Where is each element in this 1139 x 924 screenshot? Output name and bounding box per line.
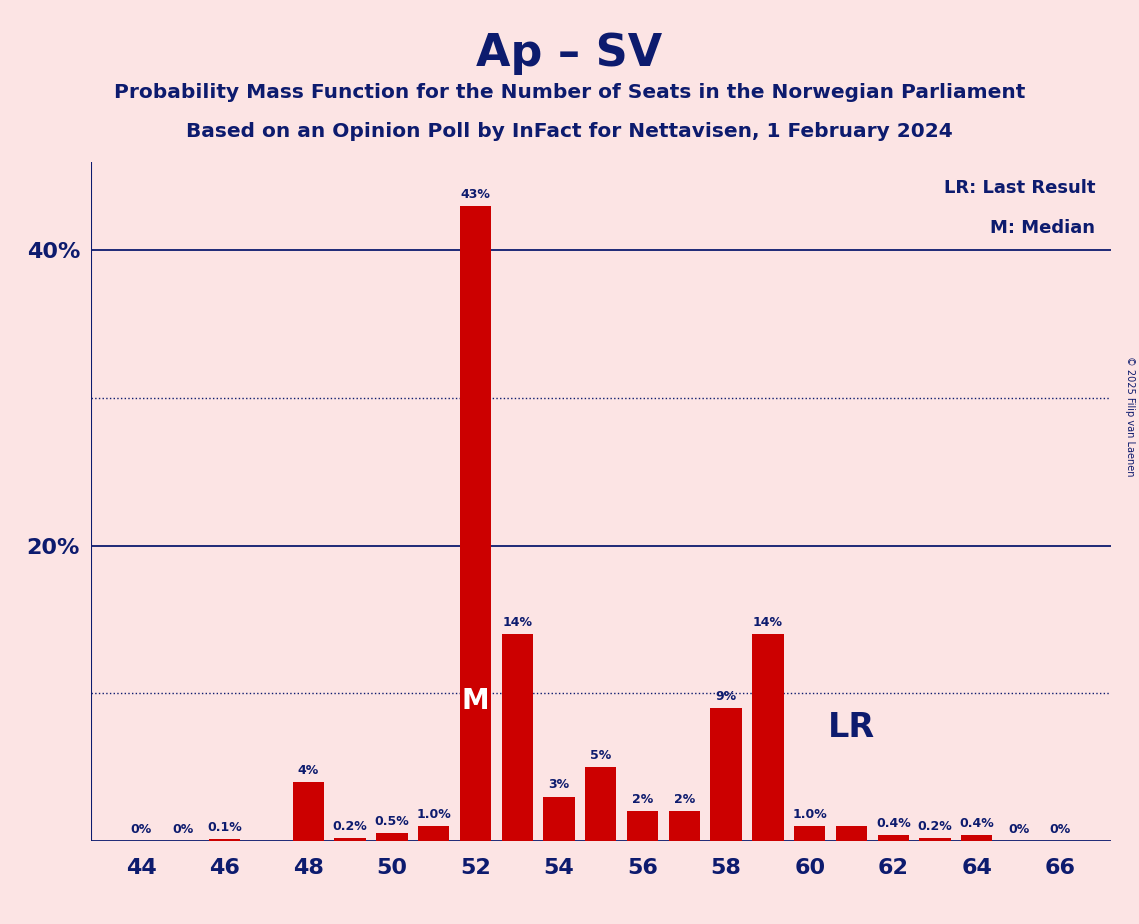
Text: 0.2%: 0.2% xyxy=(918,820,952,833)
Bar xyxy=(752,634,784,841)
Text: LR: LR xyxy=(828,711,875,744)
Bar xyxy=(210,839,240,841)
Text: 5%: 5% xyxy=(590,748,612,762)
Text: 0.1%: 0.1% xyxy=(207,821,243,834)
Bar xyxy=(293,782,323,841)
Text: Based on an Opinion Poll by InFact for Nettavisen, 1 February 2024: Based on an Opinion Poll by InFact for N… xyxy=(186,122,953,141)
Bar xyxy=(376,833,408,841)
Text: 14%: 14% xyxy=(502,616,532,629)
Bar xyxy=(711,708,741,841)
Text: M: Median: M: Median xyxy=(990,219,1096,237)
Text: 1.0%: 1.0% xyxy=(417,808,451,821)
Text: 3%: 3% xyxy=(549,778,570,791)
Text: 0.2%: 0.2% xyxy=(333,820,368,833)
Bar xyxy=(460,206,491,841)
Bar xyxy=(669,811,700,841)
Text: 2%: 2% xyxy=(674,793,695,806)
Bar xyxy=(626,811,658,841)
Bar xyxy=(878,835,909,841)
Text: 0%: 0% xyxy=(1050,822,1071,835)
Text: Ap – SV: Ap – SV xyxy=(476,32,663,76)
Text: LR: Last Result: LR: Last Result xyxy=(944,178,1096,197)
Text: 14%: 14% xyxy=(753,616,782,629)
Text: 43%: 43% xyxy=(460,188,491,201)
Text: 2%: 2% xyxy=(632,793,654,806)
Text: 1.0%: 1.0% xyxy=(793,808,827,821)
Text: 0.5%: 0.5% xyxy=(375,815,409,828)
Text: 0%: 0% xyxy=(131,822,151,835)
Text: 0%: 0% xyxy=(172,822,194,835)
Text: © 2025 Filip van Laenen: © 2025 Filip van Laenen xyxy=(1125,356,1134,476)
Bar xyxy=(585,767,616,841)
Bar xyxy=(501,634,533,841)
Text: 0.4%: 0.4% xyxy=(876,817,911,830)
Text: 9%: 9% xyxy=(715,690,737,703)
Text: 0.4%: 0.4% xyxy=(959,817,994,830)
Text: 0%: 0% xyxy=(1008,822,1030,835)
Bar xyxy=(335,838,366,841)
Text: Probability Mass Function for the Number of Seats in the Norwegian Parliament: Probability Mass Function for the Number… xyxy=(114,83,1025,103)
Text: 4%: 4% xyxy=(297,763,319,776)
Bar xyxy=(919,838,951,841)
Bar xyxy=(836,826,867,841)
Text: M: M xyxy=(461,687,490,715)
Bar xyxy=(543,796,575,841)
Bar xyxy=(794,826,826,841)
Bar xyxy=(961,835,992,841)
Bar xyxy=(418,826,450,841)
